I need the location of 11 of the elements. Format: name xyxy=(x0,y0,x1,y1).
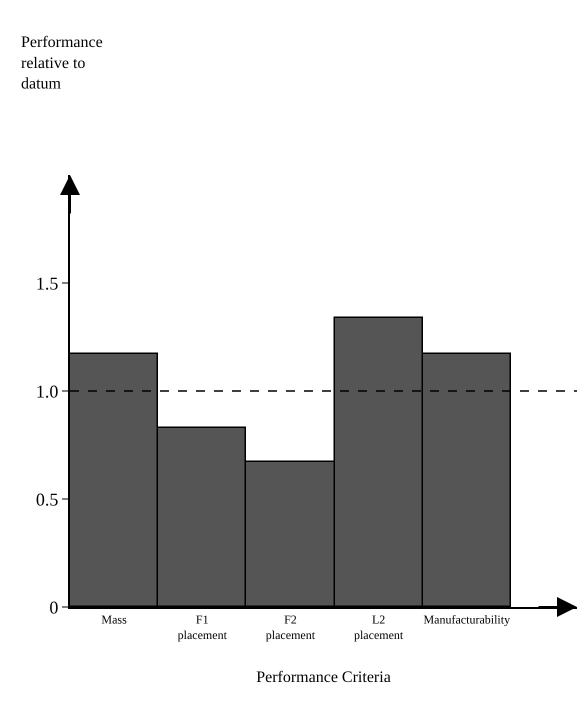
x-tick-label: F2 placement xyxy=(266,612,316,642)
x-tick-label: L2 placement xyxy=(354,612,404,642)
x-axis-title: Performance Criteria xyxy=(256,669,391,686)
y-tick-label: 1.5 xyxy=(36,273,58,294)
x-tick-label: Manufacturability xyxy=(423,612,510,626)
x-tick-label: F1 placement xyxy=(178,612,228,642)
text: Performance relative to datum xyxy=(21,34,103,93)
x-tick-label: Mass xyxy=(101,612,128,626)
y-tick-label: 0 xyxy=(49,597,58,618)
y-tick-label: 0.5 xyxy=(36,489,58,510)
y-tick-label: 1.0 xyxy=(36,381,58,402)
